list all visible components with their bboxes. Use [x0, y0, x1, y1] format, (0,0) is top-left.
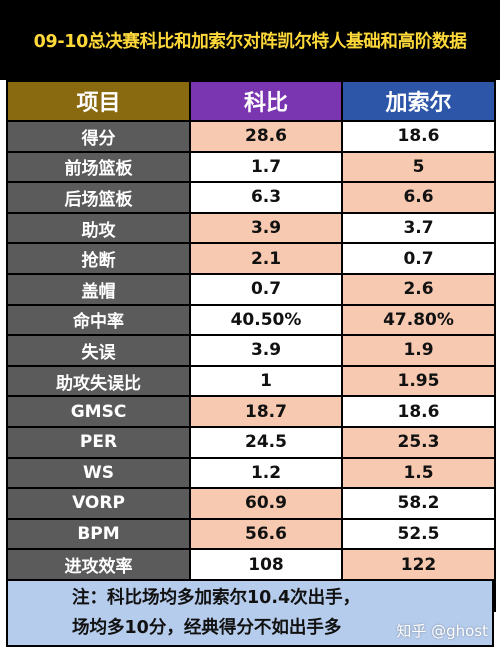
table-header-row: 项目 科比 加索尔: [6, 80, 496, 122]
footnote-line-2: 场均多10分，经典得分不如出手多: [72, 618, 342, 638]
header-item: 项目: [6, 80, 191, 122]
gasol-value: 5: [341, 150, 496, 184]
row-label: 盖帽: [6, 272, 191, 306]
stats-table: 项目 科比 加索尔 得分 28.6 18.6 前场篮板 1.7 5 后场篮板 6.3 6.6 助攻…: [6, 80, 496, 612]
kobe-value: 28.6: [189, 120, 343, 153]
table-row: GMSC 18.7 18.6: [6, 395, 496, 428]
header-gasol: 加索尔: [341, 80, 496, 122]
gasol-value: 25.3: [341, 425, 496, 459]
kobe-value: 60.9: [189, 487, 343, 520]
gasol-value: 122: [341, 548, 496, 581]
gasol-value: 2.6: [341, 272, 496, 306]
table-row: 盖帽 0.7 2.6: [6, 272, 496, 306]
kobe-value: 6.3: [189, 181, 343, 214]
kobe-value: 0.7: [189, 272, 343, 306]
gasol-value: 47.80%: [341, 303, 496, 337]
gasol-value: 3.7: [341, 211, 496, 245]
table-row: 助攻失误比 1 1.95: [6, 364, 496, 398]
kobe-value: 24.5: [189, 425, 343, 459]
table-row: VORP 60.9 58.2: [6, 487, 496, 520]
gasol-value: 58.2: [341, 487, 496, 520]
footnote-line-1: 注：科比场均多加索尔10.4次出手，: [72, 588, 361, 608]
table-row: 得分 28.6 18.6: [6, 120, 496, 153]
kobe-value: 18.7: [189, 395, 343, 428]
row-label: GMSC: [6, 395, 191, 428]
gasol-value: 18.6: [341, 395, 496, 428]
table-row: PER 24.5 25.3: [6, 425, 496, 459]
row-label: 命中率: [6, 303, 191, 337]
kobe-value: 56.6: [189, 517, 343, 551]
row-label: BPM: [6, 517, 191, 551]
table-row: 命中率 40.50% 47.80%: [6, 303, 496, 337]
row-label: 抢断: [6, 242, 191, 275]
row-label: PER: [6, 425, 191, 459]
row-label: 得分: [6, 120, 191, 153]
table-row: 失误 3.9 1.9: [6, 334, 496, 367]
gasol-value: 18.6: [341, 120, 496, 153]
gasol-value: 1.9: [341, 334, 496, 367]
table-row: 进攻效率 108 122: [6, 548, 496, 581]
table-row: BPM 56.6 52.5: [6, 517, 496, 551]
row-label: WS: [6, 456, 191, 490]
footnote: 注：科比场均多加索尔10.4次出手， 场均多10分，经典得分不如出手多: [6, 579, 494, 647]
kobe-value: 1: [189, 364, 343, 398]
gasol-value: 52.5: [341, 517, 496, 551]
gasol-value: 6.6: [341, 181, 496, 214]
kobe-value: 1.2: [189, 456, 343, 490]
row-label: 前场篮板: [6, 150, 191, 184]
table-row: WS 1.2 1.5: [6, 456, 496, 490]
kobe-value: 108: [189, 548, 343, 581]
gasol-value: 1.95: [341, 364, 496, 398]
kobe-value: 3.9: [189, 211, 343, 245]
row-label: 助攻: [6, 211, 191, 245]
row-label: 后场篮板: [6, 181, 191, 214]
table-row: 前场篮板 1.7 5: [6, 150, 496, 184]
row-label: 助攻失误比: [6, 364, 191, 398]
kobe-value: 1.7: [189, 150, 343, 184]
row-label: 失误: [6, 334, 191, 367]
row-label: 进攻效率: [6, 548, 191, 581]
kobe-value: 40.50%: [189, 303, 343, 337]
kobe-value: 2.1: [189, 242, 343, 275]
table-row: 后场篮板 6.3 6.6: [6, 181, 496, 214]
row-label: VORP: [6, 487, 191, 520]
watermark: 知乎 @ghost: [396, 622, 488, 640]
page-title: 09-10总决赛科比和加索尔对阵凯尔特人基础和高阶数据: [0, 0, 500, 80]
header-kobe: 科比: [189, 80, 343, 122]
gasol-value: 0.7: [341, 242, 496, 275]
kobe-value: 3.9: [189, 334, 343, 367]
table-row: 助攻 3.9 3.7: [6, 211, 496, 245]
table-row: 抢断 2.1 0.7: [6, 242, 496, 275]
gasol-value: 1.5: [341, 456, 496, 490]
